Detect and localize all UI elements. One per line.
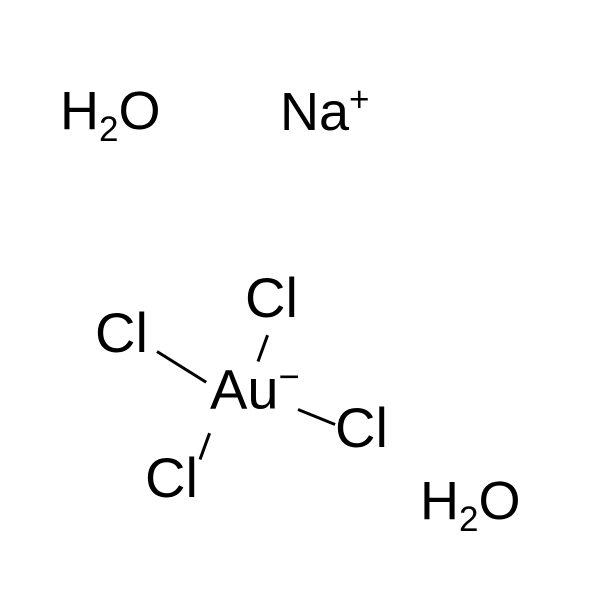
bond-au-cl-left — [156, 350, 207, 383]
h2o-bottom-h: H — [420, 471, 459, 531]
h2o-bottom-sub: 2 — [459, 500, 479, 539]
h2o-top-o: O — [119, 81, 161, 141]
na-sup: + — [349, 80, 370, 119]
au-text: Au — [210, 358, 279, 421]
bond-au-cl-bottom — [199, 433, 211, 460]
h2o-top-h: H — [60, 81, 99, 141]
au-minus-label: Au− — [210, 356, 300, 422]
bond-au-cl-right — [297, 408, 335, 426]
na-text: Na — [280, 82, 349, 142]
au-sup: − — [279, 356, 300, 397]
cl-left-label: Cl — [95, 300, 148, 365]
cl-top-label: Cl — [245, 265, 298, 330]
h2o-top-label: H2O — [60, 80, 161, 150]
cl-right-label: Cl — [335, 395, 388, 460]
na-plus-label: Na+ — [280, 80, 370, 143]
cl-bottom-label: Cl — [145, 445, 198, 510]
h2o-bottom-label: H2O — [420, 470, 521, 540]
h2o-bottom-o: O — [479, 471, 521, 531]
h2o-top-sub: 2 — [99, 110, 119, 149]
